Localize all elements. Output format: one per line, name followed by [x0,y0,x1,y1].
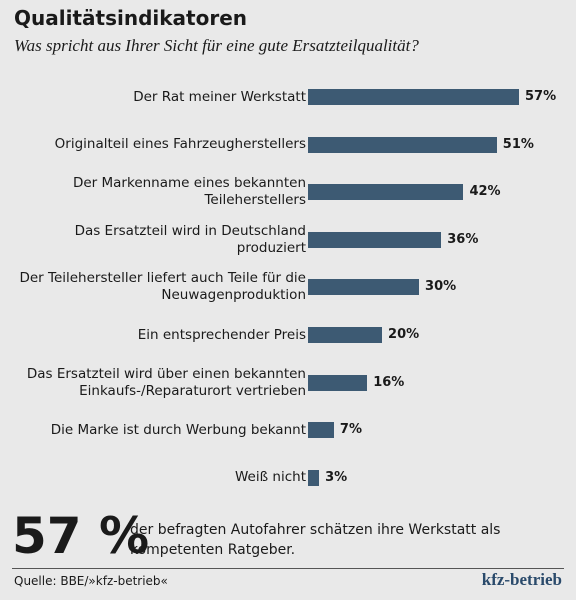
bar [308,279,420,296]
value-label: 42% [469,184,501,200]
value-label: 7% [339,422,362,438]
value-label: 57% [525,89,557,104]
category-label: Das Ersatzteil wird in Deutschland produ… [74,222,306,256]
category-label: Originalteil eines Fahrzeugherstellers [54,136,306,153]
value-label: 36% [447,231,479,247]
bar [308,469,320,486]
value-label: 51% [502,136,534,152]
category-label: Der Markenname eines bekannten Teilehers… [72,175,306,209]
value-label: 16% [373,374,405,390]
bar [308,327,383,343]
source: Quelle: BBE/»kfz-betrieb« [14,574,168,588]
value-label: 3% [325,469,348,485]
rule [12,568,564,569]
category-label: Der Teilehersteller liefert auch Teile f… [19,270,306,304]
highlight-number: 57 % [12,507,150,565]
category-label: Der Rat meiner Werkstatt [133,88,306,105]
bar [308,89,519,105]
bar [308,136,497,153]
value-label: 30% [425,279,457,295]
category-label: Die Marke ist durch Werbung bekannt [50,421,306,438]
chart-subtitle: Was spricht aus Ihrer Sicht für eine gut… [14,36,419,55]
bar [308,231,442,248]
bar [308,422,334,439]
category-label: Weiß nicht [235,469,306,486]
bar [308,184,464,201]
category-label: Das Ersatzteil wird über einen bekannten… [26,365,306,399]
value-label: 20% [388,327,420,342]
chart-title: Qualitätsindikatoren [14,6,247,30]
category-label: Ein entsprechender Preis [137,326,306,343]
logo: kfz-betrieb [481,570,562,589]
highlight-text: der befragten Autofahrer schätzen ihre W… [130,522,501,558]
bar [308,374,368,391]
